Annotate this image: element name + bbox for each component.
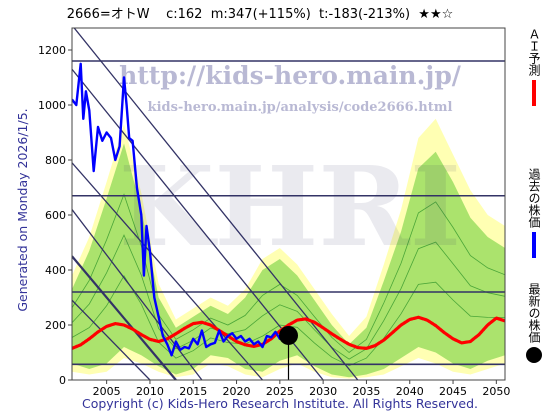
legend-item-history: 過去の株価 xyxy=(512,168,556,258)
legend-label-history: 過去の株価 xyxy=(527,168,541,228)
y-tick-label-1: 200 xyxy=(45,319,66,332)
watermark-url-main: http://kids-hero.main.jp/ xyxy=(119,61,462,90)
copyright-footer: Copyright (c) Kids-Hero Research Institu… xyxy=(81,396,479,411)
legend-label-forecast: ＡＩ予測 xyxy=(527,28,541,76)
x-tick-label-8: 2045 xyxy=(439,385,467,398)
chart-title: 2666=オトW c:162 m:347(+115%) t:-183(-213%… xyxy=(66,7,454,22)
watermark-logo: KHRI xyxy=(119,142,461,271)
y-tick-label-3: 600 xyxy=(45,209,66,222)
legend: ＡＩ予測 過去の株価 最新の株価 xyxy=(512,28,556,380)
y-tick-label-0: 0 xyxy=(59,374,66,387)
watermark-url-sub: kids-hero.main.jp/analysis/code2666.html xyxy=(148,100,453,115)
legend-swatch-history xyxy=(532,232,536,258)
x-tick-label-6: 2035 xyxy=(352,385,380,398)
trend-line-5 xyxy=(72,299,151,380)
legend-swatch-latest xyxy=(526,347,542,363)
y-tick-label-5: 1000 xyxy=(38,99,66,112)
legend-item-latest: 最新の株価 xyxy=(512,283,556,363)
y-tick-label-2: 400 xyxy=(45,264,66,277)
y-tick-label-4: 800 xyxy=(45,154,66,167)
x-tick-label-1: 2010 xyxy=(136,385,164,398)
x-tick-label-5: 2030 xyxy=(309,385,337,398)
plot-layer: KHRI http://kids-hero.main.jp/kids-hero.m… xyxy=(72,28,505,380)
price-line xyxy=(72,62,285,357)
range-band-inner xyxy=(72,143,505,378)
legend-label-latest: 最新の株価 xyxy=(527,283,541,343)
legend-item-forecast: ＡＩ予測 xyxy=(512,28,556,106)
legend-swatch-forecast xyxy=(532,80,536,106)
x-tick-label-9: 2050 xyxy=(482,385,510,398)
x-tick-label-7: 2040 xyxy=(396,385,424,398)
x-tick-label-0: 2005 xyxy=(93,385,121,398)
forecast-line xyxy=(72,315,505,351)
trend-line-4 xyxy=(72,255,177,380)
trend-line-3 xyxy=(72,209,203,380)
band-contour-1 xyxy=(72,234,505,360)
x-tick-label-4: 2025 xyxy=(266,385,294,398)
x-tick-label-2: 2015 xyxy=(179,385,207,398)
plot-frame xyxy=(71,27,506,381)
y-tick-label-6: 1200 xyxy=(38,44,66,57)
trend-line-2 xyxy=(72,162,264,380)
x-tick-label-3: 2020 xyxy=(223,385,251,398)
latest-price-dot xyxy=(279,325,298,345)
